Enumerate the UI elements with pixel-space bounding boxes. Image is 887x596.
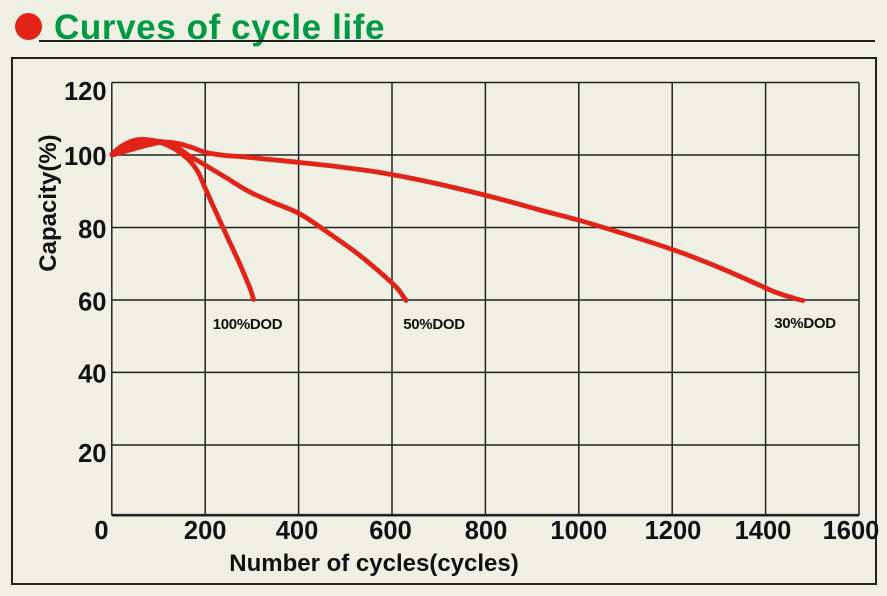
svg-text:Number of cycles(cycles): Number of cycles(cycles) (229, 550, 518, 577)
svg-text:800: 800 (465, 517, 508, 545)
svg-text:1400: 1400 (735, 517, 792, 545)
svg-text:400: 400 (276, 517, 319, 545)
svg-text:600: 600 (369, 517, 412, 545)
svg-text:60: 60 (78, 289, 106, 317)
svg-text:0: 0 (94, 517, 108, 545)
svg-text:Capacity(%): Capacity(%) (35, 134, 62, 271)
svg-text:200: 200 (184, 517, 227, 545)
svg-text:30%DOD: 30%DOD (774, 315, 836, 332)
svg-text:1600: 1600 (823, 517, 880, 545)
svg-text:1200: 1200 (645, 517, 702, 545)
svg-text:40: 40 (78, 361, 106, 389)
svg-text:100: 100 (64, 143, 107, 171)
svg-text:1000: 1000 (550, 517, 607, 545)
svg-text:80: 80 (78, 216, 106, 244)
svg-text:20: 20 (78, 440, 106, 468)
svg-text:50%DOD: 50%DOD (403, 316, 465, 333)
svg-text:100%DOD: 100%DOD (213, 316, 283, 333)
svg-text:120: 120 (64, 78, 107, 106)
